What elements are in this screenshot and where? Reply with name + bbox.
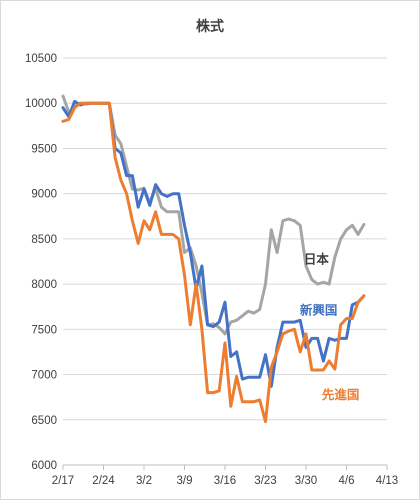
- x-tick-label: 3/2: [136, 475, 152, 487]
- x-tick-label: 3/9: [177, 475, 193, 487]
- series-label-1: 新興国: [300, 302, 338, 317]
- y-tick-label: 8500: [31, 234, 57, 246]
- series-lines: [61, 94, 366, 424]
- y-tick-label: 10000: [25, 98, 57, 110]
- series-label-2: 先進国: [322, 387, 360, 402]
- y-tick-label: 7000: [31, 370, 57, 382]
- x-tick-label: 3/30: [295, 475, 317, 487]
- x-tick-label: 4/13: [376, 475, 398, 487]
- x-tick-label: 2/17: [52, 475, 74, 487]
- y-tick-label: 6000: [31, 460, 57, 472]
- series-line-2: [61, 101, 366, 424]
- y-tick-label: 8000: [31, 279, 57, 291]
- chart-title: 株式: [196, 18, 224, 35]
- y-tick-label: 9000: [31, 189, 57, 201]
- x-tick-label: 4/6: [339, 475, 355, 487]
- y-tick-label: 10500: [25, 53, 57, 65]
- y-tick-label: 6500: [31, 415, 57, 427]
- y-axis: 6000 6500 7000 7500 8000 8500 9000 9500 10000 105…: [25, 53, 57, 472]
- series-label-0: 日本: [304, 251, 330, 266]
- gridlines: [63, 57, 387, 466]
- series-line-1: [61, 99, 366, 388]
- x-tick-label: 2/24: [92, 475, 115, 487]
- series-line-0: [61, 94, 366, 336]
- y-tick-label: 9500: [31, 143, 57, 155]
- x-axis: 2/17 2/24 3/2 3/9 3/16 3/23 3/30 4/6 4/13: [52, 464, 398, 487]
- y-tick-label: 7500: [31, 324, 57, 336]
- x-tick-label: 3/23: [254, 475, 276, 487]
- x-tick-label: 3/16: [214, 475, 236, 487]
